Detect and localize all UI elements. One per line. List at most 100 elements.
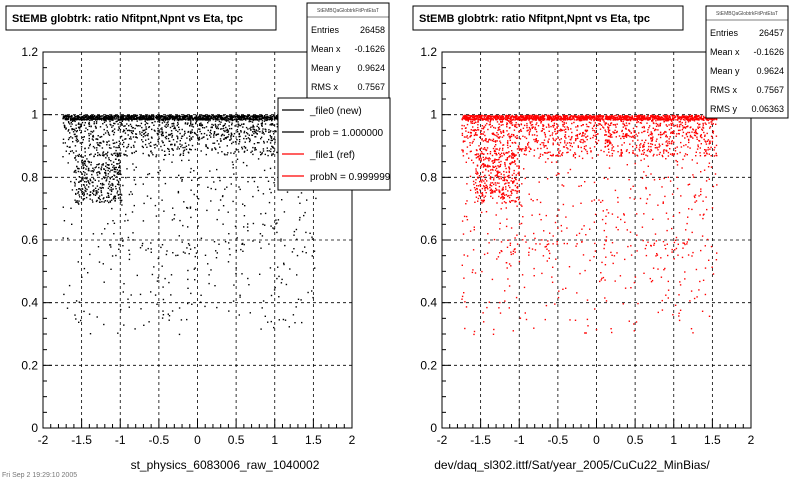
data-point	[133, 117, 135, 119]
data-point	[188, 159, 190, 161]
data-point	[97, 197, 100, 199]
data-point	[276, 231, 278, 234]
data-point	[589, 118, 592, 120]
data-point	[119, 161, 121, 164]
data-point	[684, 115, 686, 118]
data-point	[82, 165, 84, 167]
data-point	[229, 254, 231, 256]
data-point	[666, 114, 668, 117]
data-point	[235, 267, 237, 269]
data-point	[680, 116, 682, 118]
data-point	[86, 178, 88, 180]
data-point	[219, 118, 221, 120]
data-point	[81, 163, 83, 165]
data-point	[206, 119, 208, 121]
data-point	[79, 171, 82, 173]
data-point	[76, 119, 78, 121]
data-point	[113, 128, 116, 130]
data-point	[124, 125, 126, 127]
data-point	[141, 117, 143, 119]
stats-label: Mean y	[311, 63, 341, 73]
data-point	[284, 244, 286, 247]
x-tick-label: -1.5	[71, 433, 92, 447]
data-point	[155, 154, 158, 156]
data-point	[655, 125, 658, 127]
data-point	[586, 119, 588, 121]
data-point	[92, 201, 94, 203]
data-point	[67, 120, 70, 123]
data-point	[626, 124, 628, 127]
data-point	[131, 116, 133, 118]
y-tick-label: 1.2	[420, 45, 437, 59]
data-point	[118, 127, 120, 130]
data-point	[249, 127, 251, 130]
data-point	[118, 182, 120, 184]
data-point	[194, 116, 196, 118]
data-point	[167, 137, 170, 140]
data-point	[259, 273, 261, 275]
data-point	[205, 126, 208, 128]
data-point	[104, 200, 106, 202]
data-point	[641, 119, 644, 121]
data-point	[196, 116, 198, 118]
data-point	[263, 140, 265, 143]
data-point	[194, 267, 196, 269]
data-point	[688, 118, 690, 121]
data-point	[141, 139, 143, 141]
data-point	[693, 120, 696, 122]
data-point	[266, 119, 268, 122]
data-point	[174, 126, 176, 129]
data-point	[170, 144, 172, 146]
data-point	[252, 131, 254, 133]
data-point	[247, 230, 249, 232]
data-point	[134, 118, 137, 120]
data-point	[556, 123, 558, 125]
data-point	[569, 117, 572, 119]
data-point	[193, 117, 195, 120]
data-point	[126, 115, 129, 117]
data-point	[75, 150, 77, 152]
data-point	[172, 154, 174, 156]
data-point	[273, 326, 275, 329]
data-point	[90, 119, 92, 121]
data-point	[262, 116, 264, 118]
data-point	[295, 306, 297, 308]
data-point	[110, 184, 112, 186]
data-point	[210, 136, 212, 138]
data-point	[621, 130, 623, 133]
data-point	[594, 117, 596, 119]
data-point	[461, 134, 464, 136]
data-point	[602, 119, 604, 121]
data-point	[668, 116, 671, 119]
data-point	[89, 179, 92, 182]
data-point	[262, 150, 265, 152]
data-point	[74, 157, 76, 159]
data-point	[685, 126, 688, 128]
data-point	[531, 114, 533, 117]
data-point	[89, 333, 92, 335]
data-point	[232, 141, 234, 143]
data-point	[106, 166, 108, 169]
data-point	[104, 169, 107, 172]
data-point	[269, 188, 271, 190]
data-point	[229, 127, 231, 130]
data-point	[293, 230, 296, 233]
data-point	[205, 117, 208, 119]
data-point	[124, 138, 126, 140]
data-point	[274, 141, 276, 143]
data-point	[69, 132, 71, 134]
data-point	[154, 147, 156, 149]
data-point	[275, 115, 278, 117]
data-point	[93, 169, 95, 171]
data-point	[91, 115, 94, 117]
data-point	[233, 133, 236, 135]
data-point	[168, 319, 170, 321]
data-point	[107, 151, 109, 153]
data-point	[86, 165, 88, 168]
data-point	[195, 121, 197, 124]
data-point	[153, 129, 156, 131]
data-point	[81, 141, 84, 144]
data-point	[624, 117, 626, 120]
data-point	[64, 118, 66, 120]
data-point	[92, 185, 94, 187]
